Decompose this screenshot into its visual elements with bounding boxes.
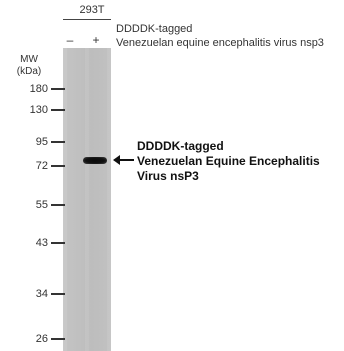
mw-marker-34: 34 [18,288,65,300]
band-annotation-line1: DDDDK-tagged [137,139,224,153]
band-annotation-line3: Virus nsP3 [137,169,199,183]
construct-label-line2: Venezuelan equine encephalitis virus nsp… [116,37,324,49]
lane-minus [67,48,85,351]
band-annotation: DDDDK-tagged Venezuelan Equine Encephali… [137,139,320,184]
mw-marker-label: 130 [29,104,48,116]
mw-marker-95: 95 [18,136,65,148]
mw-marker-label: 26 [35,333,48,345]
construct-label-line1: DDDDK-tagged [116,23,193,35]
mw-marker-tick [51,141,65,143]
cell-line-divider [63,19,111,20]
band-annotation-line2: Venezuelan Equine Encephalitis [137,154,320,168]
mw-marker-label: 95 [35,136,48,148]
protein-band [83,157,107,164]
mw-marker-tick [51,242,65,244]
blot-membrane [63,48,111,351]
mw-marker-72: 72 [18,160,65,172]
mw-marker-label: 55 [35,199,48,211]
lane-minus-label: – [66,33,74,47]
lane-plus [89,48,107,351]
cell-line-label: 293T [79,4,105,16]
mw-marker-tick [51,165,65,167]
mw-marker-tick [51,88,65,90]
mw-label: MW [20,54,38,65]
mw-marker-label: 180 [29,83,48,95]
mw-marker-tick [51,293,65,295]
mw-unit-label: (kDa) [16,66,42,77]
mw-marker-55: 55 [18,199,65,211]
mw-marker-43: 43 [18,237,65,249]
arrow-left-icon [113,155,134,165]
mw-marker-tick [51,338,65,340]
mw-marker-130: 130 [18,104,65,116]
mw-marker-label: 43 [35,237,48,249]
mw-marker-tick [51,109,65,111]
mw-marker-tick [51,204,65,206]
mw-marker-label: 34 [35,288,48,300]
mw-marker-label: 72 [35,160,48,172]
mw-marker-180: 180 [18,83,65,95]
mw-marker-26: 26 [18,333,65,345]
lane-plus-label: + [92,33,100,47]
